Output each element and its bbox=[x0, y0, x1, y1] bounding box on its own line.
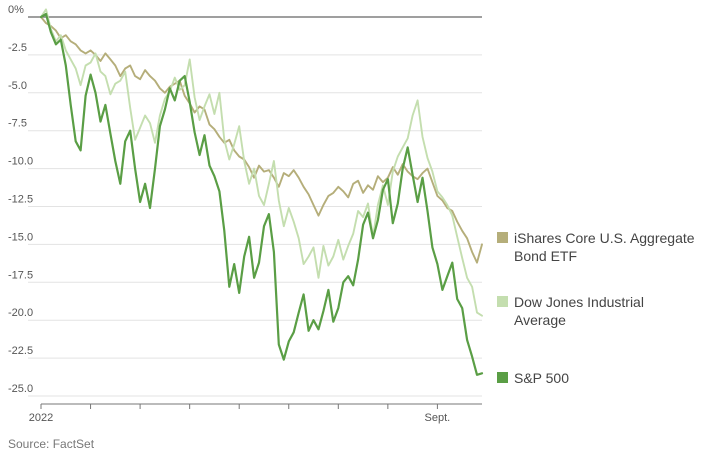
y-axis-labels: 0% -2.5 -5.0 -7.5 -10.0 -12.5 -15.0 -17.5 -20.0 -… bbox=[8, 4, 33, 395]
legend-label: Dow Jones Industrial Average bbox=[514, 294, 644, 328]
y-tick-label: -25.0 bbox=[8, 383, 33, 395]
legend-label: S&P 500 bbox=[514, 370, 569, 386]
series-line-2 bbox=[40, 8, 483, 317]
series-line-3 bbox=[39, 12, 484, 376]
x-axis: 2022 Sept. bbox=[29, 403, 482, 424]
y-tick-label: -7.5 bbox=[8, 118, 27, 130]
series-lines bbox=[39, 8, 484, 376]
y-tick-label: -5.0 bbox=[8, 80, 27, 92]
y-tick-label: -2.5 bbox=[8, 42, 27, 54]
x-tick-label: Sept. bbox=[425, 412, 451, 424]
y-tick-label: -17.5 bbox=[8, 269, 33, 281]
legend-swatch bbox=[497, 296, 508, 307]
y-tick-label: -20.0 bbox=[8, 307, 33, 319]
legend-label: iShares Core U.S. Aggregate Bond ETF bbox=[514, 230, 695, 264]
legend: iShares Core U.S. Aggregate Bond ETF Dow J… bbox=[497, 230, 695, 386]
series-line-1 bbox=[40, 16, 483, 264]
y-tick-label: -22.5 bbox=[8, 345, 33, 357]
gridlines bbox=[28, 16, 482, 397]
y-tick-label: -12.5 bbox=[8, 194, 33, 206]
legend-swatch bbox=[497, 372, 508, 383]
x-tick-label: 2022 bbox=[29, 412, 53, 424]
y-tick-label: 0% bbox=[8, 4, 24, 16]
legend-swatch bbox=[497, 232, 508, 243]
y-tick-label: -15.0 bbox=[8, 231, 33, 243]
source-note: Source: FactSet bbox=[8, 437, 95, 451]
y-tick-label: -10.0 bbox=[8, 156, 33, 168]
